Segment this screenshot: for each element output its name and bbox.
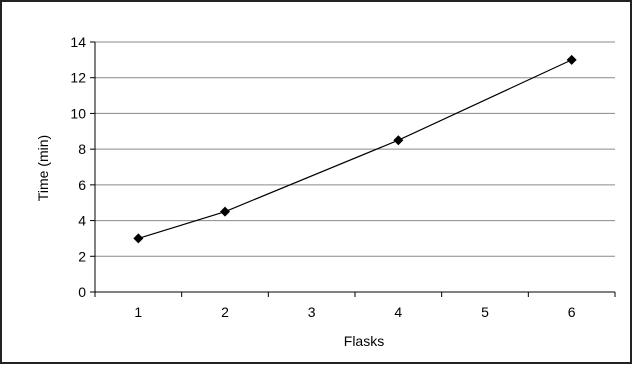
x-tick-label: 4 xyxy=(394,304,402,320)
x-axis-title: Flasks xyxy=(344,333,384,349)
x-tick-label: 1 xyxy=(134,304,142,320)
y-axis-title: Time (min) xyxy=(35,135,51,201)
y-tick-label: 12 xyxy=(70,70,86,86)
data-point-marker xyxy=(133,233,144,244)
y-tick-label: 8 xyxy=(78,141,86,157)
x-tick-label: 2 xyxy=(221,304,229,320)
data-point-marker xyxy=(393,135,404,146)
data-point-marker xyxy=(566,54,577,65)
y-tick-labels: 0 2 4 6 8 10 12 14 xyxy=(70,34,86,300)
y-tick-label: 4 xyxy=(78,213,86,229)
axes xyxy=(90,41,616,297)
y-tick-label: 6 xyxy=(78,177,86,193)
y-tick-label: 0 xyxy=(78,284,86,300)
y-tick-label: 2 xyxy=(78,248,86,264)
gridlines xyxy=(95,41,615,257)
y-tick-label: 10 xyxy=(70,105,86,121)
x-tick-label: 5 xyxy=(481,304,489,320)
x-tick-label: 3 xyxy=(308,304,316,320)
data-series xyxy=(133,54,577,244)
series-line xyxy=(138,59,572,240)
x-tick-label: 6 xyxy=(568,304,576,320)
y-tick-label: 14 xyxy=(70,34,86,50)
x-tick-labels: 1 2 3 4 5 6 xyxy=(134,304,575,320)
data-point-marker xyxy=(220,206,230,217)
